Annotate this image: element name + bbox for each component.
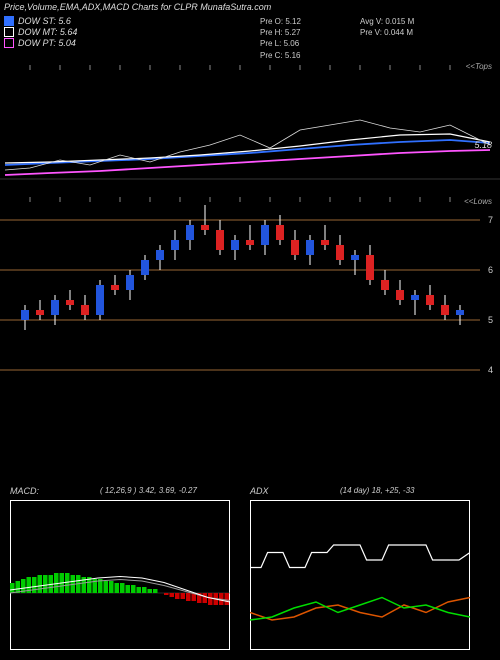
ohlc-stats: Pre O: 5.12Pre H: 5.27Pre L: 5.06Pre C: … (260, 16, 301, 61)
macd-panel (10, 500, 230, 650)
svg-text:5: 5 (488, 315, 493, 325)
adx-values: (14 day) 18, +25, -33 (340, 486, 415, 495)
volume-stats: Avg V: 0.015 MPre V: 0.044 M (360, 16, 414, 38)
chart-title: Price,Volume,EMA,ADX,MACD Charts for CLP… (4, 2, 271, 12)
tops-label: <<Tops (466, 62, 492, 71)
svg-text:7: 7 (488, 215, 493, 225)
lows-label: <<Lows (464, 197, 492, 206)
ema-price-panel (0, 60, 500, 180)
candlestick-panel: 4 5 6 7 (0, 195, 500, 395)
svg-text:6: 6 (488, 265, 493, 275)
legend: DOW ST: 5.6DOW MT: 5.64DOW PT: 5.04 (4, 16, 77, 49)
svg-text:4: 4 (488, 365, 493, 375)
adx-label: ADX (250, 486, 269, 496)
adx-panel (250, 500, 470, 650)
macd-values: ( 12,26,9 ) 3.42, 3.69, -0.27 (100, 486, 197, 495)
current-price-label: 5.18 (474, 140, 492, 150)
chart-container: Price,Volume,EMA,ADX,MACD Charts for CLP… (0, 0, 500, 660)
macd-label: MACD: (10, 486, 39, 496)
